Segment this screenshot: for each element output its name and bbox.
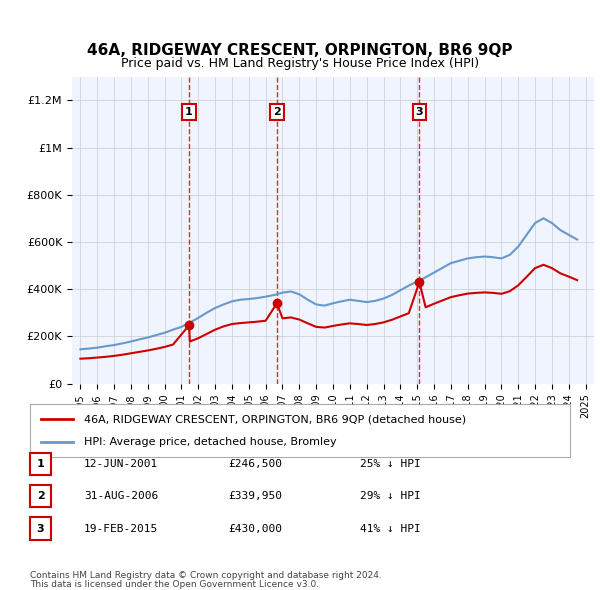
Text: 25% ↓ HPI: 25% ↓ HPI (360, 459, 421, 468)
Text: Price paid vs. HM Land Registry's House Price Index (HPI): Price paid vs. HM Land Registry's House … (121, 57, 479, 70)
Text: £339,950: £339,950 (228, 491, 282, 501)
Text: 29% ↓ HPI: 29% ↓ HPI (360, 491, 421, 501)
Text: Contains HM Land Registry data © Crown copyright and database right 2024.: Contains HM Land Registry data © Crown c… (30, 571, 382, 580)
Text: 3: 3 (416, 107, 423, 117)
Text: 46A, RIDGEWAY CRESCENT, ORPINGTON, BR6 9QP (detached house): 46A, RIDGEWAY CRESCENT, ORPINGTON, BR6 9… (84, 414, 466, 424)
Text: 1: 1 (185, 107, 193, 117)
Text: 12-JUN-2001: 12-JUN-2001 (84, 459, 158, 468)
Text: 19-FEB-2015: 19-FEB-2015 (84, 524, 158, 533)
Text: 3: 3 (37, 524, 44, 533)
Text: 1: 1 (37, 459, 44, 468)
Text: £430,000: £430,000 (228, 524, 282, 533)
Text: HPI: Average price, detached house, Bromley: HPI: Average price, detached house, Brom… (84, 437, 337, 447)
Text: £246,500: £246,500 (228, 459, 282, 468)
Text: 2: 2 (273, 107, 281, 117)
Text: This data is licensed under the Open Government Licence v3.0.: This data is licensed under the Open Gov… (30, 579, 319, 589)
Text: 31-AUG-2006: 31-AUG-2006 (84, 491, 158, 501)
Text: 46A, RIDGEWAY CRESCENT, ORPINGTON, BR6 9QP: 46A, RIDGEWAY CRESCENT, ORPINGTON, BR6 9… (87, 42, 513, 58)
Text: 2: 2 (37, 491, 44, 501)
Text: 41% ↓ HPI: 41% ↓ HPI (360, 524, 421, 533)
